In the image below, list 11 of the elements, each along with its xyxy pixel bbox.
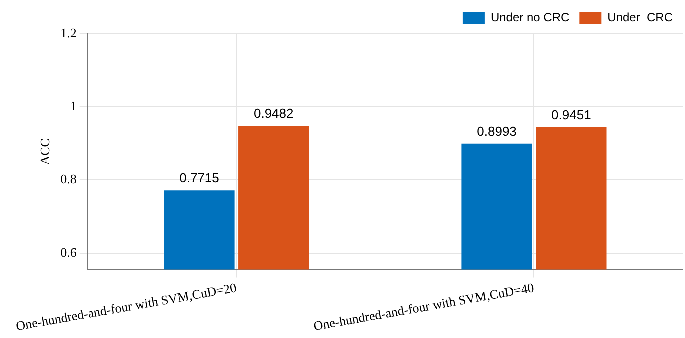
data-label: 0.7715 [180,170,220,186]
data-label: 0.9451 [552,107,592,122]
data-label: 0.9482 [254,106,294,122]
y-axis-title: ACC [37,138,52,166]
y-tick-label: 1 [70,98,77,114]
data-label: 0.8993 [477,124,517,140]
legend-label: Under CRC [608,10,674,24]
y-tick-label: 1.2 [60,25,77,40]
y-tick-label: 0.8 [60,172,77,187]
y-tick-label: 0.6 [60,244,78,260]
legend-label: Under no CRC [490,10,570,24]
